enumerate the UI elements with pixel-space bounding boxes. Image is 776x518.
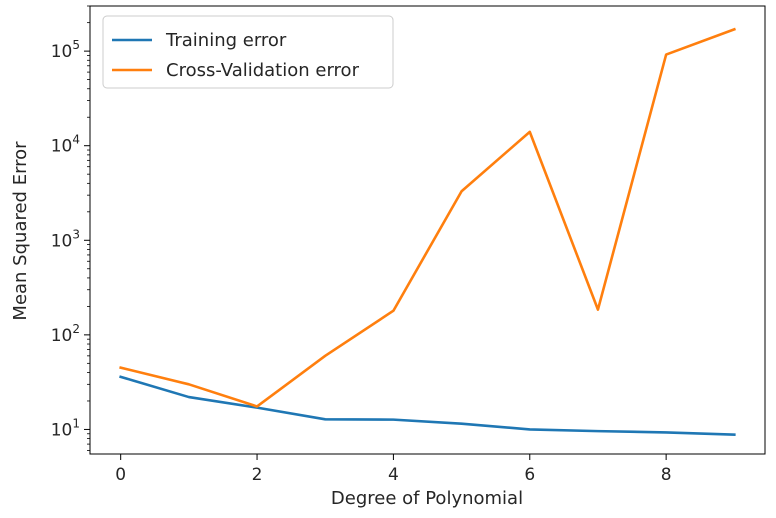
x-tick-label: 2 [252, 465, 263, 485]
y-tick-label: 104 [51, 133, 80, 157]
legend: Training error Cross-Validation error [102, 15, 394, 89]
y-tick-label: 102 [51, 322, 80, 346]
series-line-cross-validation-error [119, 27, 736, 408]
x-axis-label: Degree of Polynomial [331, 488, 523, 509]
series-line-training-error [119, 375, 736, 437]
x-tick-label: 0 [115, 465, 126, 485]
y-tick-label: 105 [51, 38, 80, 62]
x-tick-label: 4 [388, 465, 399, 485]
legend-label-training-error: Training error [165, 30, 287, 51]
y-tick-label: 101 [51, 416, 80, 440]
x-tick-label: 8 [661, 465, 672, 485]
legend-box [102, 15, 394, 89]
plot-frame [89, 5, 766, 455]
y-axis-label: Mean Squared Error [10, 141, 31, 321]
legend-label-cross-validation-error: Cross-Validation error [166, 60, 360, 81]
x-tick-label: 6 [524, 465, 535, 485]
y-tick-label: 103 [51, 227, 80, 251]
